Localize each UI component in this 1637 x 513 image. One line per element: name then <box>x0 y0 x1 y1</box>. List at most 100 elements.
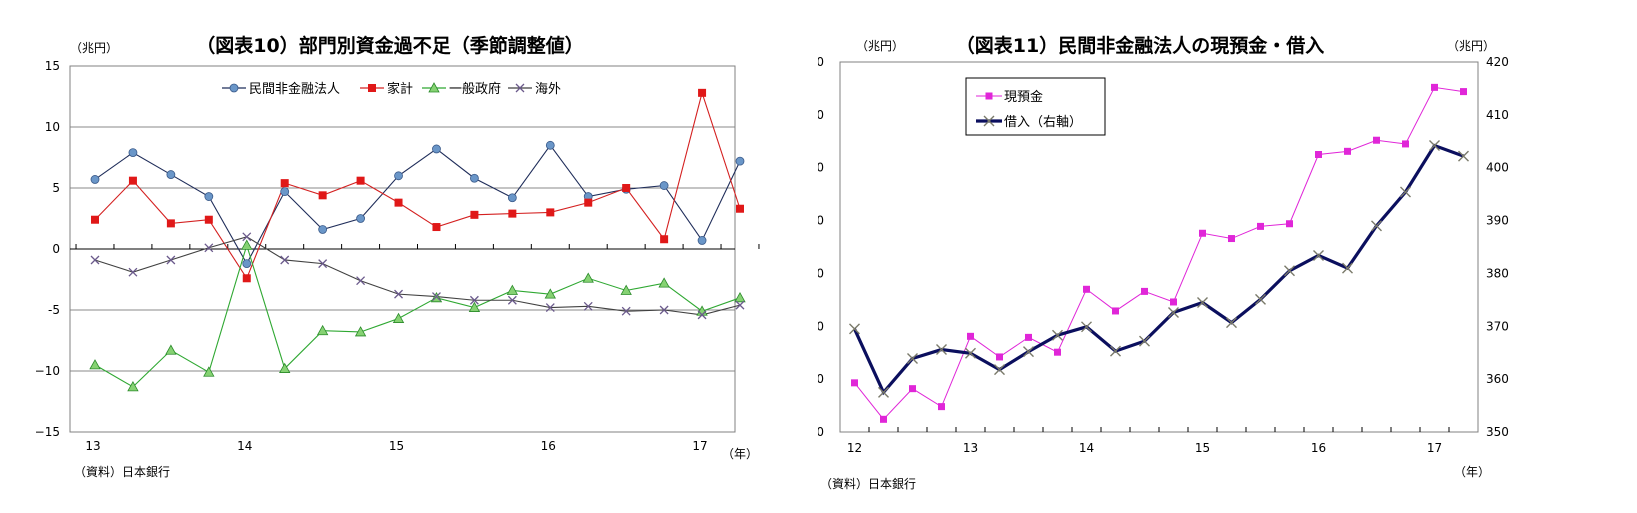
chart10-data-point <box>318 259 328 269</box>
chart10-data-point <box>508 209 517 218</box>
chart10-data-point <box>394 171 403 181</box>
chart11-right-tick-label: 380 <box>1486 266 1509 280</box>
chart10-data-point <box>432 292 441 302</box>
chart10-legend-label: 家計 <box>387 81 413 97</box>
chart10-data-point <box>204 215 213 224</box>
chart10-data-point <box>394 289 403 299</box>
chart10-data-point <box>470 173 479 183</box>
chart11-borrowing-point <box>1226 317 1237 329</box>
chart10-data-point <box>736 204 744 213</box>
chart-sector-financial-balance: （図表10）部門別資金過不足（季節調整値） （兆円） 15 10 5 0 -5 −10 −1… <box>35 34 760 479</box>
chart11-right-tick-label: 350 <box>1486 425 1509 439</box>
chart10-data-point <box>242 274 251 283</box>
chart10-data-point <box>279 362 291 373</box>
chart11-right-unit-label: （兆円） <box>1447 39 1495 53</box>
chart11-borrowing-point <box>1429 140 1440 152</box>
chart11-cash-point <box>1025 333 1032 341</box>
chart10-x-tick-label: 15 <box>389 439 404 453</box>
chart11-right-tick-label: 360 <box>1486 372 1509 386</box>
chart10-data-point <box>506 284 519 295</box>
chart10-y-tick-label: 5 <box>52 181 60 195</box>
chart11-borrowing-point <box>1110 345 1121 357</box>
chart10-legend-marker <box>428 82 440 93</box>
chart10-data-point <box>127 381 139 392</box>
chart11-borrowing-point <box>1023 346 1034 358</box>
chart10-data-point <box>735 156 745 166</box>
chart10-data-point <box>620 284 632 295</box>
chart11-right-tick-label: 390 <box>1486 214 1509 228</box>
chart10-data-point <box>698 88 707 97</box>
chart11-legend-borrowing-label: 借入（右軸） <box>1004 115 1082 130</box>
chart11-borrowing-point <box>907 353 918 365</box>
chart10-data-point <box>734 291 746 303</box>
chart10-data-point <box>280 179 289 188</box>
chart11-plot-area <box>839 61 1479 433</box>
chart10-data-point <box>622 184 631 192</box>
chart10-data-point <box>432 144 441 154</box>
chart10-data-point <box>280 187 290 197</box>
chart10-legend-marker <box>368 84 376 92</box>
chart11-cash-point <box>1083 285 1090 293</box>
chart10-data-point <box>392 312 405 323</box>
chart10-unit-label: （兆円） <box>70 41 118 55</box>
chart11-cash-line <box>854 86 1464 421</box>
chart11-borrowing-line <box>853 143 1465 396</box>
chart11-left-tick-label: 260 <box>818 55 824 69</box>
chart10-data-point <box>203 366 215 377</box>
chart10-data-point <box>90 175 100 184</box>
chart10-data-point <box>280 255 290 265</box>
chart10-data-point <box>128 148 138 158</box>
chart11-legend-cash-label: 現預金 <box>1004 89 1043 105</box>
chart10-data-point <box>583 301 593 311</box>
chart11-borrowing-point <box>994 364 1005 376</box>
chart10-data-point <box>166 170 176 179</box>
chart10-data-point <box>582 272 594 283</box>
chart10-data-point <box>90 255 100 265</box>
chart10-data-point <box>394 198 403 207</box>
chart11-borrowing-point <box>1168 307 1179 319</box>
chart11-cash-point <box>1054 348 1061 356</box>
chart11-cash-point <box>1315 151 1322 158</box>
chart10-y-tick-label: 15 <box>45 59 60 73</box>
chart11-borrowing-point <box>1371 220 1382 232</box>
chart10-data-point <box>241 239 253 250</box>
chart10-data-point <box>470 210 479 219</box>
chart10-data-point <box>468 301 481 312</box>
chart11-cash-point <box>1112 307 1119 315</box>
chart10-data-point <box>356 176 365 185</box>
chart11-cash-point <box>909 385 916 393</box>
chart11-x-tick-label: 13 <box>963 441 978 455</box>
chart10-x-tick-label: 16 <box>541 439 556 453</box>
chart10-y-tick-label: 0 <box>52 242 60 256</box>
chart10-data-point <box>660 235 669 244</box>
chart11-cash-point <box>1431 83 1438 91</box>
chart11-borrowing-point <box>1400 186 1411 198</box>
chart10-data-point <box>356 276 366 286</box>
chart10-data-point <box>584 198 593 207</box>
chart10-data-point <box>507 193 517 203</box>
chart11-borrowing-point <box>1313 249 1324 261</box>
chart10-data-point <box>659 305 669 315</box>
chart11-legend-borrowing-marker <box>983 115 995 127</box>
chart10-x-tick-label: 13 <box>85 439 100 453</box>
chart10-data-point <box>735 300 745 310</box>
chart11-legend-cash-marker <box>985 92 993 100</box>
chart10-data-point <box>697 236 707 245</box>
chart10-x-tick-label: 14 <box>237 439 252 453</box>
chart11-cash-point <box>1170 298 1177 306</box>
chart10-data-point <box>469 295 479 305</box>
chart-corporate-cash-and-borrowing: （図表11）民間非金融法人の現預金・借入 （兆円） （兆円） 260 250 240… <box>818 34 1509 491</box>
chart10-data-point <box>166 219 175 228</box>
chart10-source: （資料）日本銀行 <box>74 465 170 479</box>
chart10-y-tick-label: −15 <box>35 425 60 439</box>
chart10-data-point <box>356 214 365 223</box>
chart11-source: （資料）日本銀行 <box>820 477 916 491</box>
chart10-data-point <box>621 306 631 316</box>
chart11-legend-box <box>965 77 1106 136</box>
chart11-right-tick-label: 400 <box>1486 161 1509 175</box>
chart10-data-point <box>91 215 99 224</box>
chart10-data-point <box>318 191 327 200</box>
chart10-y-tick-label: -5 <box>48 303 60 317</box>
chart11-cash-point <box>1460 88 1467 96</box>
chart10-data-point <box>544 288 556 299</box>
